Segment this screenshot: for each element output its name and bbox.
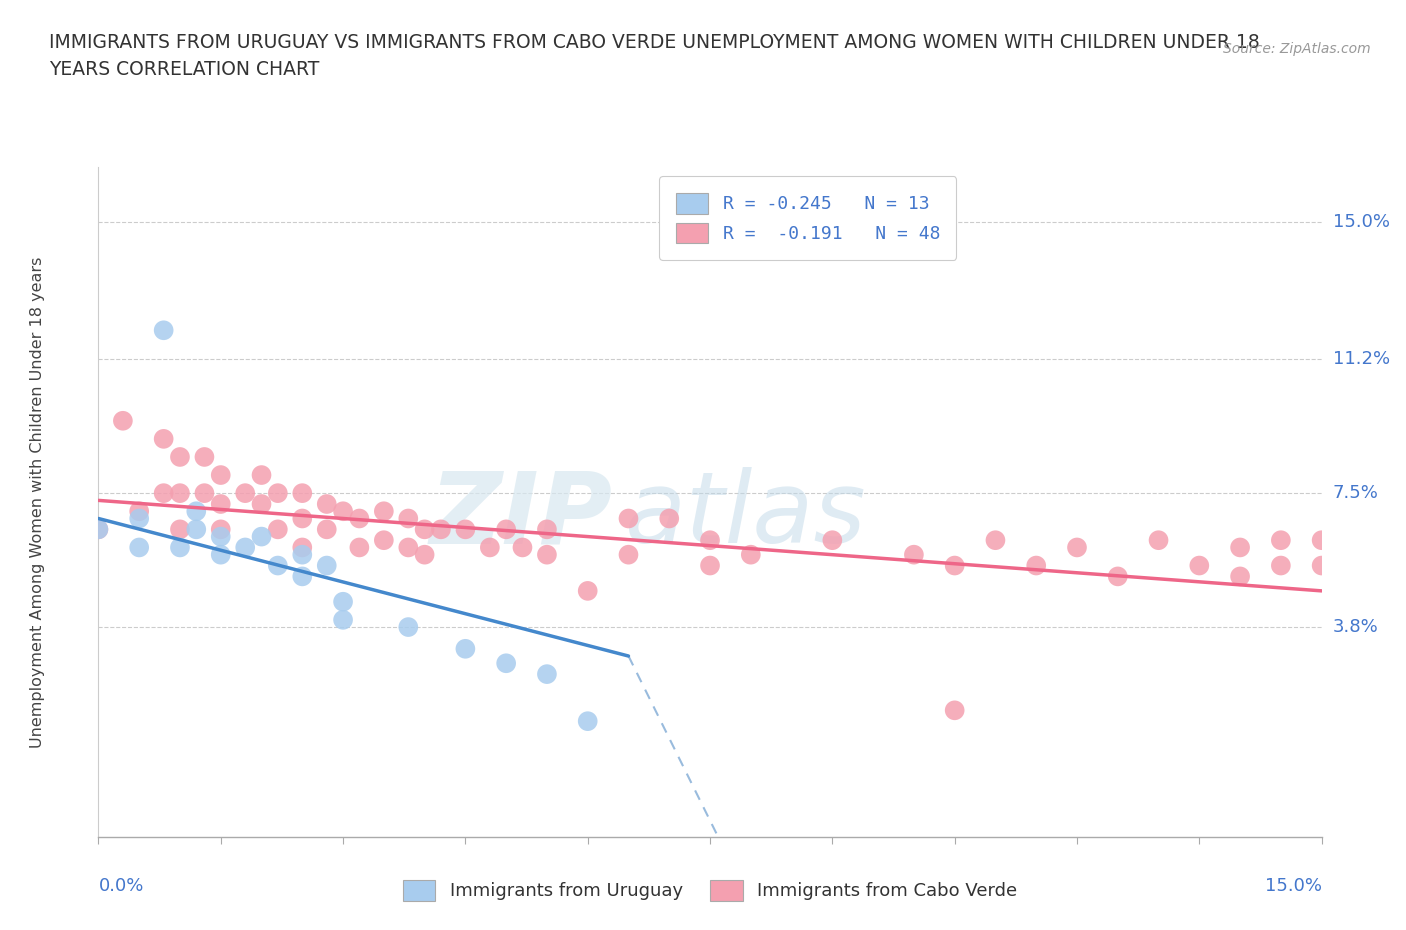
Point [128,540,150,555]
Text: 7.5%: 7.5% [1333,485,1379,502]
Point [1107,569,1129,584]
Point [536,522,558,537]
Text: 15.0%: 15.0% [1333,213,1389,231]
Point [1025,558,1047,573]
Point [740,547,762,562]
Point [1310,533,1333,548]
Point [495,522,517,537]
Point [413,522,436,537]
Point [209,497,232,512]
Point [152,432,174,446]
Text: Unemployment Among Women with Children Under 18 years: Unemployment Among Women with Children U… [30,257,45,748]
Point [495,656,517,671]
Point [430,522,453,537]
Point [576,583,599,598]
Point [617,547,640,562]
Point [903,547,925,562]
Point [332,594,354,609]
Point [373,504,395,519]
Text: ZIP: ZIP [429,467,612,565]
Point [111,413,134,428]
Point [267,558,290,573]
Point [291,512,314,526]
Point [699,558,721,573]
Point [209,529,232,544]
Point [1066,540,1088,555]
Point [209,547,232,562]
Point [169,540,191,555]
Legend: Immigrants from Uruguay, Immigrants from Cabo Verde: Immigrants from Uruguay, Immigrants from… [388,865,1032,915]
Text: atlas: atlas [624,467,866,565]
Point [315,497,337,512]
Point [250,497,273,512]
Point [512,540,534,555]
Point [536,547,558,562]
Point [193,485,215,500]
Point [454,642,477,657]
Point [291,485,314,500]
Point [396,512,419,526]
Point [291,540,314,555]
Point [943,558,966,573]
Point [87,522,110,537]
Point [186,504,208,519]
Point [576,713,599,728]
Point [267,522,290,537]
Point [169,485,191,500]
Point [291,547,314,562]
Point [396,540,419,555]
Point [169,522,191,537]
Point [1310,558,1333,573]
Point [233,540,256,555]
Point [291,569,314,584]
Point [821,533,844,548]
Point [169,449,191,464]
Text: 11.2%: 11.2% [1333,351,1391,368]
Point [267,485,290,500]
Point [332,504,354,519]
Point [1147,533,1170,548]
Point [984,533,1007,548]
Point [1229,540,1251,555]
Point [943,703,966,718]
Point [193,449,215,464]
Text: Source: ZipAtlas.com: Source: ZipAtlas.com [1223,42,1371,56]
Point [536,667,558,682]
Point [209,522,232,537]
Text: IMMIGRANTS FROM URUGUAY VS IMMIGRANTS FROM CABO VERDE UNEMPLOYMENT AMONG WOMEN W: IMMIGRANTS FROM URUGUAY VS IMMIGRANTS FR… [49,33,1260,51]
Point [128,512,150,526]
Point [1229,569,1251,584]
Point [1188,558,1211,573]
Point [617,512,640,526]
Point [209,468,232,483]
Point [478,540,501,555]
Text: 0.0%: 0.0% [98,877,143,896]
Point [454,522,477,537]
Text: 3.8%: 3.8% [1333,618,1378,636]
Point [87,522,110,537]
Point [250,468,273,483]
Point [699,533,721,548]
Point [233,485,256,500]
Point [250,529,273,544]
Point [332,612,354,627]
Point [349,512,371,526]
Point [1270,533,1292,548]
Point [128,504,150,519]
Point [396,619,419,634]
Point [152,485,174,500]
Point [186,522,208,537]
Point [315,522,337,537]
Point [373,533,395,548]
Point [658,512,681,526]
Point [152,323,174,338]
Text: YEARS CORRELATION CHART: YEARS CORRELATION CHART [49,60,319,79]
Point [349,540,371,555]
Text: 15.0%: 15.0% [1264,877,1322,896]
Point [413,547,436,562]
Point [1270,558,1292,573]
Point [315,558,337,573]
